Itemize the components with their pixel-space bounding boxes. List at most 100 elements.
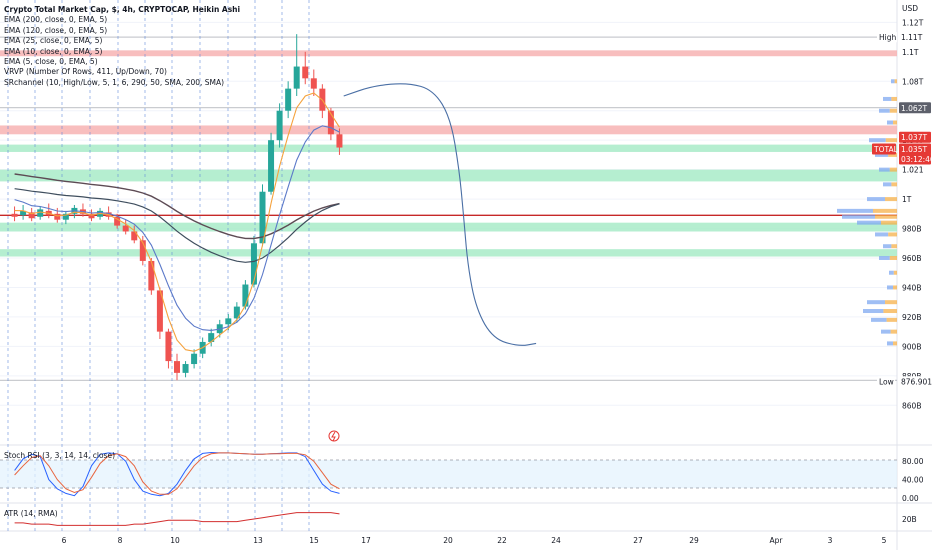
volume-profile-bar (890, 329, 897, 334)
volume-profile-bar (889, 108, 897, 113)
volume-profile-bar (885, 138, 897, 143)
atr-label[interactable]: ATR (14, RMA) (4, 509, 58, 518)
candle-body (11, 213, 18, 217)
projected-path (343, 83, 537, 346)
candle-body (182, 364, 189, 373)
candle-body (139, 240, 146, 261)
price-tick-label: 900B (902, 342, 921, 351)
volume-profile-bar (879, 108, 890, 113)
volume-profile-bar (893, 285, 897, 290)
candle-body (88, 213, 95, 219)
volume-profile-bar (887, 285, 893, 290)
time-tick-label: Apr (770, 536, 784, 545)
volume-profile-bar (881, 220, 897, 225)
volume-profile-bar (873, 208, 897, 213)
candle-body (276, 110, 283, 141)
candle-body (293, 66, 300, 89)
volume-profile-bar (886, 317, 897, 322)
support-zone (0, 169, 897, 182)
price-tick-label: 1.12T (902, 18, 924, 27)
candle-body (20, 210, 27, 216)
resistance-zone (0, 125, 897, 135)
volume-profile-bar (875, 214, 897, 219)
volume-profile-bar (867, 300, 885, 305)
candle-body (242, 284, 249, 307)
volume-profile-bar (881, 329, 891, 334)
support-zone (0, 249, 897, 257)
price-tick-label: 960B (902, 254, 921, 263)
last-value-badge: 1.062T (901, 104, 927, 113)
stoch-tick-label: 40.00 (902, 476, 924, 485)
low-label-bg (877, 376, 895, 388)
low-value-badge-bg (899, 376, 931, 388)
time-tick-label: 17 (361, 536, 371, 545)
resistance-zone (0, 50, 897, 57)
current-price-badge: 1.035T (901, 145, 927, 154)
symbol-label-badge: TOTAL (873, 145, 899, 154)
price-tick-label: 940B (902, 283, 921, 292)
volume-profile-bar (883, 96, 892, 101)
candle-body (285, 88, 292, 111)
candle-body (208, 333, 215, 342)
ema-value-badge: 1.037T (901, 133, 927, 142)
candle-body (62, 213, 69, 220)
volume-profile-bar (887, 341, 893, 346)
volume-profile-bar (893, 270, 897, 275)
price-currency-label: USD (902, 4, 918, 13)
candle-body (122, 225, 129, 232)
volume-profile-bar (891, 244, 897, 249)
volume-profile-bar (869, 138, 886, 143)
candle-body (165, 331, 172, 362)
candle-body (131, 231, 138, 241)
candle-body (250, 243, 257, 285)
candle-body (191, 353, 198, 365)
candle-body (233, 306, 240, 319)
volume-profile-bar (871, 317, 887, 322)
current-price-badge-bg (899, 143, 931, 155)
volume-profile-bar (837, 208, 873, 213)
candle-body (156, 290, 163, 332)
atr-line (14, 512, 340, 526)
volume-profile-bar (889, 256, 897, 260)
price-tick-label: 1.021 (902, 166, 924, 175)
time-tick-label: 27 (633, 536, 643, 545)
volume-profile-bar (875, 152, 889, 157)
volume-profile-bar (883, 309, 897, 314)
last-value-badge-bg (899, 102, 931, 114)
candle-body (28, 212, 35, 219)
stoch-tick-label: 80.00 (902, 457, 924, 466)
volume-profile-bar (875, 232, 889, 237)
high-label-bg (877, 31, 897, 43)
volume-profile-bar (889, 270, 894, 275)
stoch-rsi-label[interactable]: Stoch RSI (3, 3, 14, 14, close) (4, 451, 115, 460)
candle-body (225, 318, 232, 325)
candle-body (336, 134, 343, 148)
candle-body (37, 209, 44, 217)
volume-profile-bar (893, 120, 897, 125)
volume-profile-bar (888, 152, 897, 157)
volume-profile-bar (867, 197, 885, 202)
time-tick-label: 8 (118, 536, 123, 545)
time-tick-label: 22 (497, 536, 507, 545)
volume-profile-bar (879, 167, 890, 172)
time-tick-label: 24 (551, 536, 561, 545)
time-tick-label: 29 (689, 536, 699, 545)
ema-value-badge-bg (899, 131, 931, 143)
volume-profile-bar (893, 341, 897, 346)
volume-profile-bar (842, 214, 875, 219)
volume-profile-bar (894, 79, 897, 84)
time-tick-label: 15 (309, 536, 319, 545)
time-tick-label: 13 (253, 536, 263, 545)
time-tick-label: 10 (170, 536, 180, 545)
price-tick-label: 1.1T (902, 48, 919, 57)
ema200-line (14, 173, 340, 240)
stoch-tick-label: 0.00 (902, 494, 919, 503)
volume-profile-bar (891, 79, 895, 84)
countdown-badge-bg (899, 153, 931, 165)
support-zone (0, 144, 897, 152)
symbol-label-badge-bg (872, 143, 896, 155)
volume-profile-bar (883, 182, 892, 187)
high-value-badge: 1.11T (901, 33, 923, 42)
